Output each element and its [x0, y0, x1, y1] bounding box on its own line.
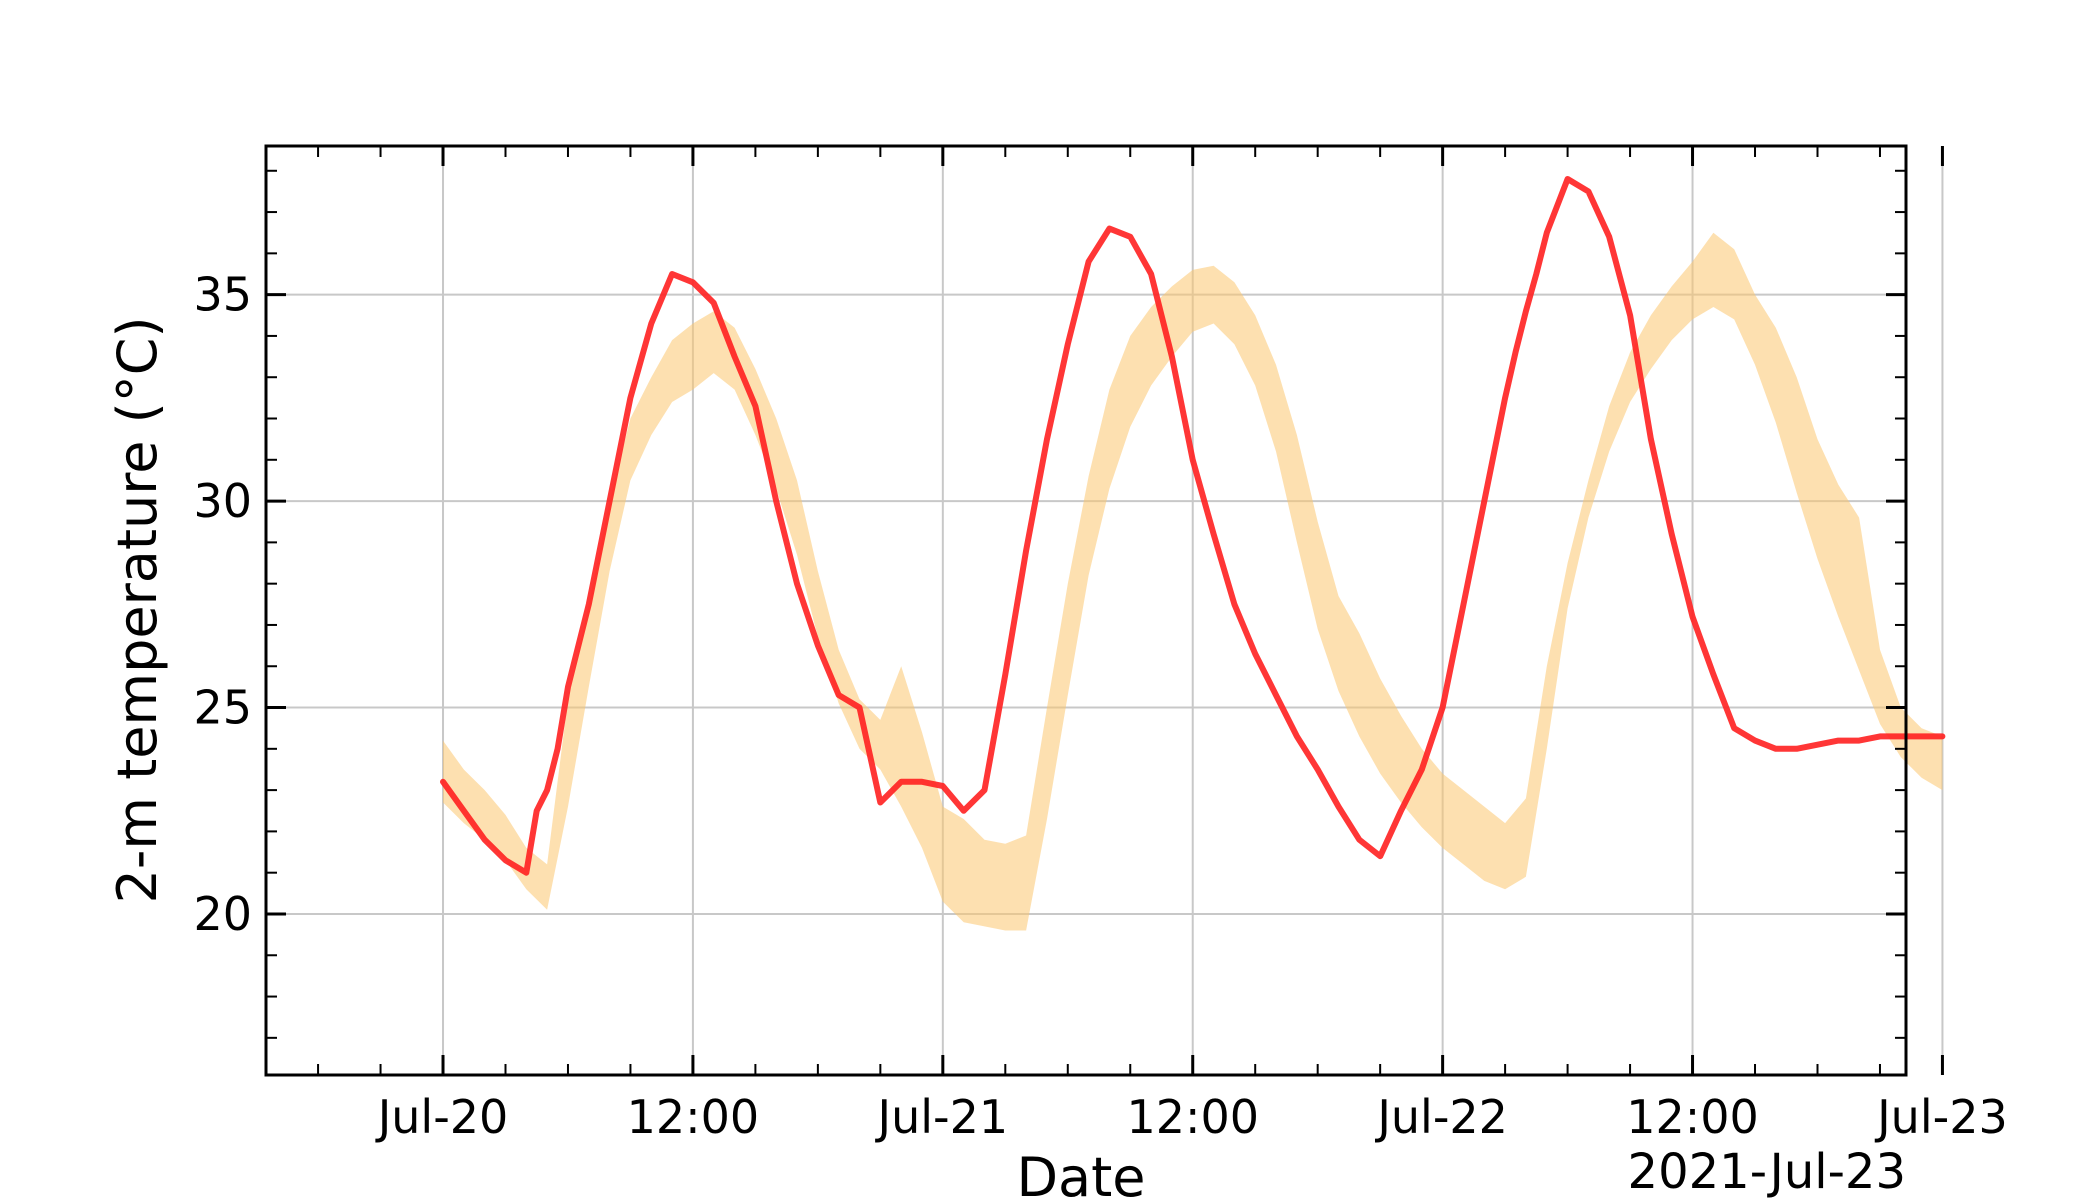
series-lines: [440, 176, 1946, 876]
x-tick-label: Jul-21: [875, 1090, 1009, 1144]
y-tick-label: 25: [193, 681, 252, 735]
series-line-0: [440, 176, 1946, 876]
date-corner-label: 2021-Jul-23: [1628, 1144, 1906, 1200]
y-axis-label: 2-m temperature (°C): [106, 316, 169, 903]
axis-ticks: Jul-20 12:00 Jul-21 12:00 Jul-22 12:00 Jul-23 2…: [193, 146, 2008, 1144]
x-tick-label: 12:00: [627, 1090, 760, 1144]
x-tick-label: 12:00: [1626, 1090, 1759, 1144]
x-tick-label: Jul-20: [375, 1090, 509, 1144]
y-tick-label: 20: [193, 887, 252, 941]
x-tick-label: Jul-23: [1874, 1090, 2008, 1144]
y-tick-label: 35: [193, 268, 252, 322]
x-tick-label: 12:00: [1126, 1090, 1259, 1144]
plot-frame: [264, 144, 1908, 1077]
x-tick-label: Jul-22: [1374, 1090, 1508, 1144]
x-axis-label: Date: [1016, 1146, 1145, 1200]
y-tick-label: 30: [193, 474, 252, 528]
